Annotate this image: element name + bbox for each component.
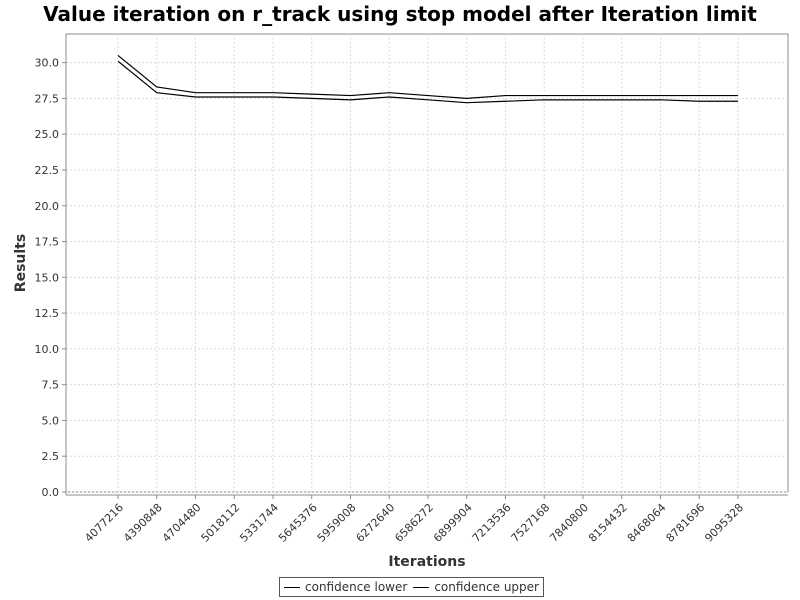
x-tick-label: 5018112 [199, 501, 243, 545]
x-tick-label: 4077216 [82, 501, 126, 545]
x-tick-label: 5331744 [237, 501, 281, 545]
legend-swatch-upper [413, 586, 430, 588]
y-tick-label: 2.5 [42, 450, 60, 463]
legend-item-upper: confidence upper [413, 580, 539, 594]
x-tick-label: 8468064 [625, 501, 669, 545]
y-tick-label: 20.0 [35, 200, 60, 213]
y-tick-label: 7.5 [42, 379, 60, 392]
y-tick-label: 25.0 [35, 128, 60, 141]
series-layer [117, 55, 738, 104]
y-axis-label: Results [13, 234, 29, 292]
legend-item-lower: confidence lower [284, 580, 407, 594]
x-tick-label: 6272640 [354, 501, 398, 545]
x-tick-label: 4704480 [160, 501, 204, 545]
y-tick-label: 15.0 [35, 271, 60, 284]
y-tick-label: 22.5 [35, 164, 60, 177]
series-line-confidence-upper [117, 55, 738, 100]
legend-label-upper: confidence upper [434, 580, 539, 594]
y-tick-label: 17.5 [35, 236, 60, 249]
grid-layer [66, 34, 788, 493]
x-tick-label: 4390848 [121, 501, 165, 545]
y-tick-label: 27.5 [35, 92, 60, 105]
legend-swatch-lower [284, 586, 300, 588]
x-tick-label: 8154432 [586, 501, 630, 545]
legend: confidence lower confidence upper [279, 577, 544, 597]
x-tick-label: 9095328 [702, 501, 746, 545]
x-tick-label: 7213536 [470, 501, 514, 545]
plot-area [65, 33, 789, 493]
x-tick-label: 7527168 [509, 501, 553, 545]
x-tick-label: 5959008 [315, 501, 359, 545]
series-line-confidence-lower [117, 60, 738, 104]
x-tick-label: 8781696 [664, 501, 708, 545]
y-tick-label: 12.5 [35, 307, 60, 320]
x-tick-label: 5645376 [276, 501, 320, 545]
x-tick-label: 6899904 [431, 501, 475, 545]
y-tick-label: 10.0 [35, 343, 60, 356]
y-tick-label: 0.0 [42, 486, 60, 499]
chart-title: Value iteration on r_track using stop mo… [43, 2, 757, 26]
legend-label-lower: confidence lower [305, 580, 408, 594]
y-tick-label: 30.0 [35, 57, 60, 70]
x-tick-label: 6586272 [392, 501, 436, 545]
x-tick-label: 7840800 [547, 501, 591, 545]
x-axis-label: Iterations [388, 554, 465, 570]
y-tick-label: 5.0 [42, 414, 60, 427]
